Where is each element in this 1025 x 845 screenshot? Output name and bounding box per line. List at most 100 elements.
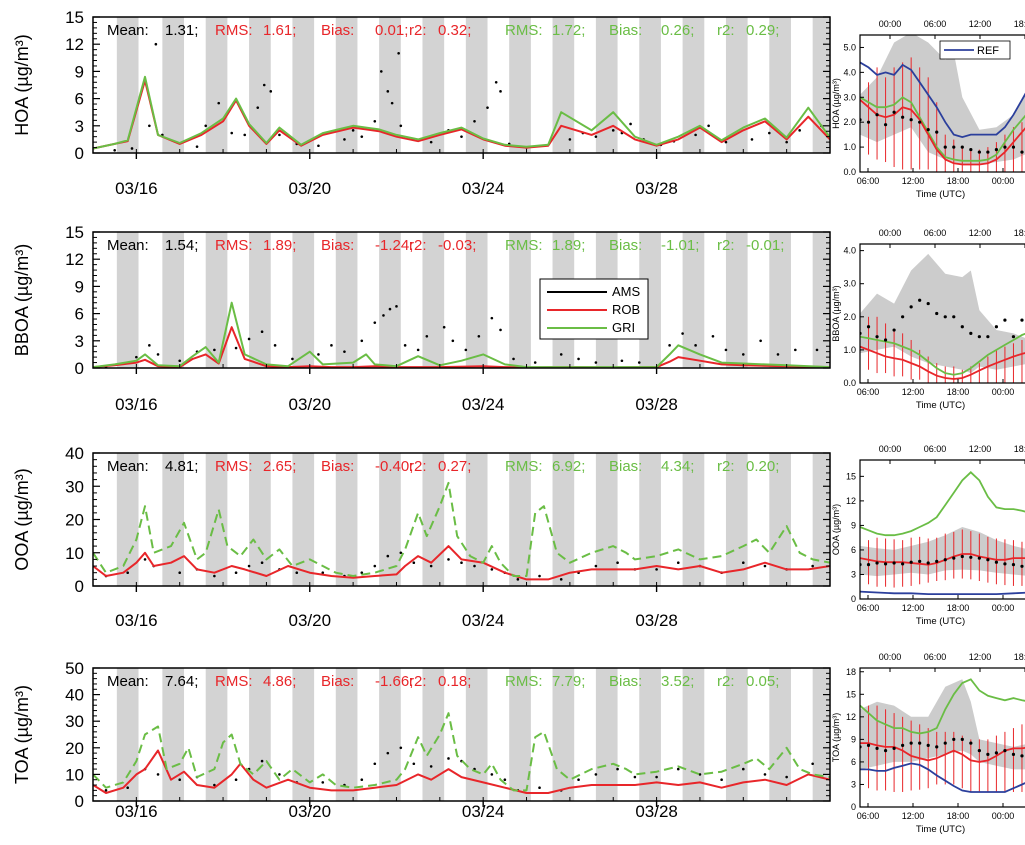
y-tick-label: 40: [65, 686, 84, 705]
night-shade: [812, 668, 830, 801]
y-tick-label: 15: [846, 471, 856, 481]
rob-diurnal-line: [860, 345, 1025, 380]
stat-rob-label: r2:: [409, 237, 427, 254]
y-tick-label: 3: [75, 332, 84, 351]
top-x-tick-label: 12:00: [969, 228, 992, 238]
stat-rob-value: 0.27;: [438, 458, 471, 475]
ams-point: [794, 348, 797, 352]
ams-point: [499, 328, 502, 332]
x-axis-label: Time (UTC): [916, 189, 965, 200]
stat-rob-label: Bias:: [321, 673, 354, 690]
ams-point: [464, 348, 468, 352]
y-tick-label: 4.0: [843, 67, 856, 77]
night-shade: [249, 17, 271, 153]
stat-rob-value: 1.61;: [263, 22, 296, 39]
ams-point: [741, 353, 745, 356]
night-shade: [249, 453, 271, 586]
y-tick-label: 10: [65, 544, 84, 563]
ams-mean-point: [943, 315, 947, 319]
ams-point: [490, 568, 494, 571]
x-tick-label: 03/28: [635, 802, 678, 821]
night-shade: [162, 17, 185, 153]
legend-label-rob: ROB: [612, 302, 640, 317]
ams-mean-point: [960, 737, 964, 741]
y-tick-label: 3: [75, 117, 84, 136]
night-shade: [205, 668, 228, 801]
x-tick-label: 03/20: [288, 395, 331, 414]
top-x-tick-label: 00:00: [879, 652, 902, 662]
ref-legend-label: REF: [977, 45, 999, 57]
y-axis-label: TOA (µg/m³): [831, 713, 841, 763]
ams-point: [616, 561, 619, 565]
hoa-diurnal-panel: 0.0 1.0 2.0 3.0 4.0 5.0 06:00 12:00 18:00 00:00 00…: [831, 19, 1025, 200]
ams-point: [260, 330, 264, 334]
ams-point: [711, 334, 715, 338]
ams-point: [278, 773, 281, 776]
y-tick-label: 50: [65, 659, 84, 678]
ams-point: [256, 106, 260, 109]
ams-mean-point: [977, 556, 981, 560]
stat-gri-label: Bias:: [609, 673, 642, 690]
ams-point: [321, 781, 325, 784]
ams-point: [416, 348, 420, 352]
x-tick-label: 03/16: [115, 802, 158, 821]
y-tick-label: 18: [846, 667, 856, 677]
stat-gri-label: Bias:: [609, 458, 642, 475]
y-axis-label: HOA (µg/m³): [831, 78, 841, 129]
stat-gri-value: -1.01;: [661, 237, 699, 254]
x-tick-label: 00:00: [992, 387, 1015, 397]
ams-point: [620, 359, 624, 363]
plot-area: [860, 471, 1025, 595]
plot-frame: [859, 243, 1025, 384]
plot-frame: [859, 459, 1025, 600]
legend: AMS ROB GRI: [539, 278, 649, 340]
stat-mean-label: Mean:: [107, 237, 149, 254]
y-tick-label: 3.0: [843, 279, 856, 289]
ams-mean-point: [1020, 150, 1024, 154]
stat-gri-value: 1.72;: [552, 22, 585, 39]
ams-point: [360, 135, 364, 138]
night-shade: [379, 453, 401, 586]
ams-mean-point: [943, 558, 947, 562]
hoa-timeseries-panel: 0 3 6 9 12 15 03/16 03/20 03/24 03/28 HOA (µg/m³) M…: [12, 8, 831, 198]
night-shade: [162, 453, 185, 586]
ams-point: [397, 51, 400, 55]
ams-mean-point: [994, 147, 999, 152]
y-axis-label: BBOA (µg/m³): [831, 285, 841, 341]
y-tick-label: 6: [75, 305, 84, 324]
ams-point: [234, 778, 238, 782]
night-shade: [769, 232, 791, 368]
ams-point: [399, 124, 403, 128]
ams-point: [473, 564, 476, 568]
y-tick-label: 12: [65, 250, 84, 269]
ams-mean-point: [969, 331, 973, 335]
ams-point: [379, 70, 383, 73]
ams-mean-point: [875, 746, 879, 750]
night-shade: [465, 668, 488, 801]
toa-diurnal-panel: 0 3 6 9 12 15 18 06:00 12:00 18:00 00:00 00:00 06:00…: [831, 652, 1025, 835]
x-tick-label: 12:00: [902, 176, 925, 186]
ams-point: [234, 571, 238, 574]
y-tick-label: 15: [846, 689, 856, 699]
ams-point: [633, 775, 637, 779]
ams-point: [373, 564, 377, 568]
ams-point: [156, 353, 160, 356]
ams-point: [785, 775, 788, 779]
stat-rob-label: RMS:: [215, 458, 253, 475]
ams-mean-point: [883, 562, 888, 566]
night-shade: [682, 17, 705, 153]
ams-point: [429, 564, 433, 568]
ams-mean-point: [943, 741, 947, 745]
y-tick-label: 0: [75, 792, 84, 811]
ams-mean-point: [986, 752, 990, 757]
ams-mean-point: [1011, 752, 1016, 757]
plot-area: [93, 712, 830, 794]
ams-mean-point: [952, 556, 956, 560]
ams-point: [351, 129, 355, 132]
y-tick-label: 4.0: [843, 246, 856, 256]
night-shade: [465, 232, 488, 368]
x-tick-label: 03/16: [115, 395, 158, 414]
ams-point: [559, 353, 563, 356]
ams-mean-point: [960, 554, 964, 559]
ams-mean-point: [952, 315, 956, 319]
